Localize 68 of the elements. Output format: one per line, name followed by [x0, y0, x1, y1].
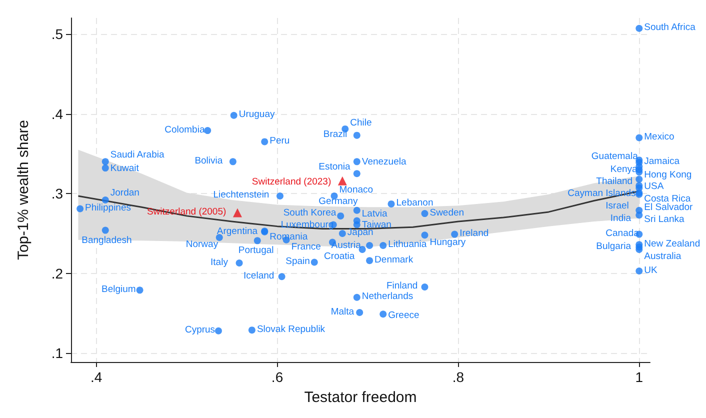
annotation: Jamaica: [644, 156, 680, 168]
annotation: Denmark: [374, 254, 414, 266]
annotation: Monaco: [339, 184, 374, 196]
annotation: France: [291, 242, 321, 253]
annotation: Ireland: [460, 228, 489, 240]
annotation: Portugal: [238, 245, 274, 256]
annotation: Liechtenstein: [213, 190, 270, 201]
annotation: Iceland: [244, 270, 274, 282]
annotation: Malta: [330, 306, 355, 318]
annotation: Sri Lanka: [644, 214, 685, 226]
annotation: Australia: [644, 251, 682, 262]
annotation: India: [610, 212, 632, 224]
annotation: Belgium: [102, 284, 136, 295]
annotation: Bolivia: [194, 155, 224, 166]
y-tick-label: .5: [51, 26, 64, 42]
annotation: Estonia: [318, 161, 352, 172]
y-tick-label: .1: [51, 345, 64, 362]
annotation: Sweden: [430, 207, 464, 218]
annotation: Cyprus: [184, 324, 216, 336]
annotation: Guatemala: [591, 150, 639, 162]
x-tick-label: 1: [635, 369, 644, 385]
annotation: Uruguay: [238, 109, 275, 120]
annotation: Peru: [270, 135, 290, 146]
annotation: Chile: [350, 118, 372, 129]
x-axis-title: Testator freedom: [304, 389, 417, 406]
annotation: Israel: [606, 200, 629, 212]
y-tick-label: .3: [51, 186, 64, 202]
annotation: Colombia: [164, 124, 206, 136]
annotation: Italy: [210, 256, 228, 268]
annotation: Bangladesh: [82, 234, 132, 246]
y-tick-label: .4: [51, 106, 64, 122]
annotation: Venezuela: [362, 156, 407, 168]
x-tick-label: .8: [452, 369, 464, 385]
annotation: USA: [644, 180, 664, 192]
annotation: Germany: [318, 196, 358, 208]
annotation: Latvia: [362, 208, 388, 220]
annotation: Greece: [388, 310, 420, 321]
annotation: Bulgaria: [596, 240, 632, 252]
y-axis-title: Top-1% wealth share: [15, 120, 32, 260]
annotation: Lebanon: [396, 198, 434, 209]
annotation: Jordan: [110, 188, 140, 199]
annotation: Argentina: [216, 226, 258, 237]
annotation: Switzerland (2023): [252, 176, 332, 188]
annotation: Lithuania: [388, 239, 428, 250]
annotation: Norway: [186, 239, 218, 250]
x-tick-label: .6: [271, 369, 284, 385]
annotation: Saudi Arabia: [110, 149, 165, 160]
annotation: Hong Kong: [644, 169, 692, 180]
annotation: Thailand: [596, 176, 633, 187]
annotation: El Salvador: [644, 202, 693, 214]
annotation: Mexico: [644, 131, 674, 142]
annotation: Netherlands: [362, 291, 414, 302]
annotation: Brazil: [323, 129, 348, 140]
annotation: South Korea: [283, 208, 337, 219]
annotation: New Zealand: [644, 238, 700, 250]
y-tick-label: .2: [51, 265, 64, 282]
annotation: UK: [644, 264, 658, 276]
annotation: Finland: [386, 280, 418, 292]
annotation: Slovak Republik: [256, 324, 326, 335]
annotation: Philippines: [85, 202, 132, 214]
annotation: Romania: [270, 232, 308, 243]
annotation: South Africa: [644, 22, 696, 34]
annotation: Spain: [286, 256, 310, 267]
x-tick-label: .4: [90, 369, 102, 385]
annotation: Costa Rica: [644, 193, 692, 204]
annotation: Hungary: [430, 236, 466, 248]
annotation: Kuwait: [110, 162, 140, 174]
annotation: Croatia: [324, 251, 356, 262]
